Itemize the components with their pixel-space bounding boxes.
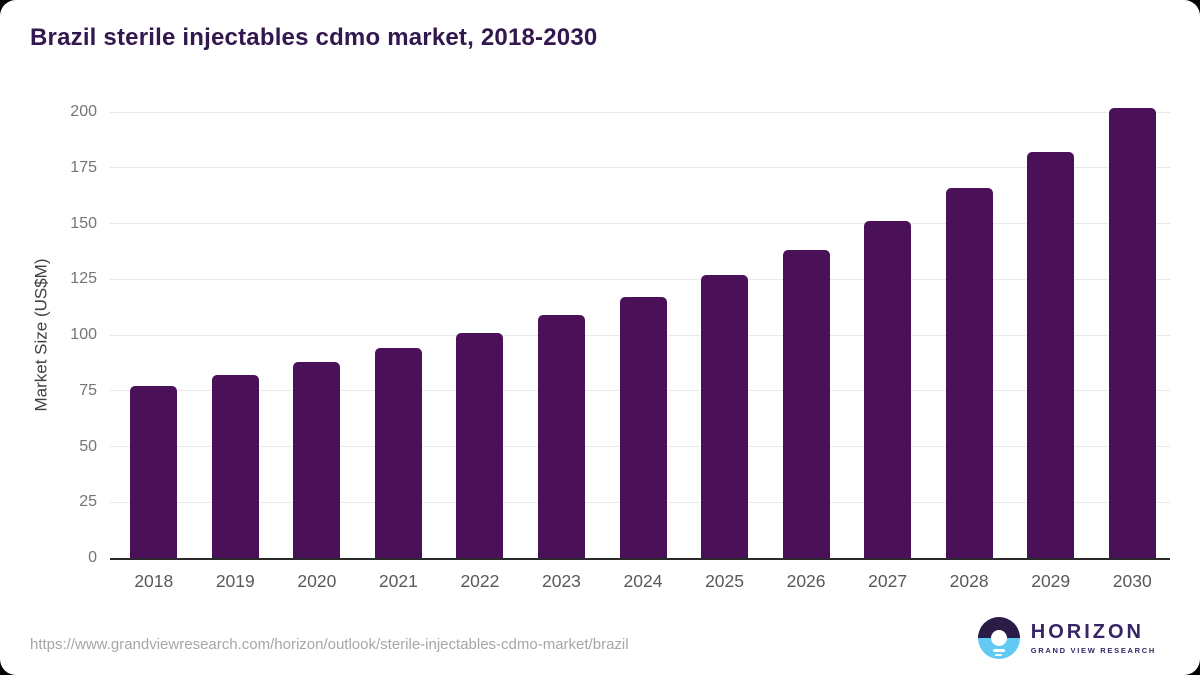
gridline xyxy=(110,111,1170,113)
gridline xyxy=(110,278,1170,280)
bar-2023 xyxy=(537,314,585,558)
horizon-logo: HORIZON GRAND VIEW RESEARCH xyxy=(977,617,1156,659)
bar-2020 xyxy=(293,361,341,558)
x-tick-label: 2018 xyxy=(134,571,174,591)
bar-2018 xyxy=(130,386,178,558)
y-tick-label: 75 xyxy=(79,381,97,399)
sun-reflection-line xyxy=(995,653,1003,656)
sun-icon xyxy=(990,630,1007,646)
x-tick-label: 2026 xyxy=(786,571,826,591)
bar-2029 xyxy=(1027,152,1075,558)
x-tick-label: 2030 xyxy=(1112,571,1152,591)
y-tick-label: 125 xyxy=(70,270,97,288)
bar-2030 xyxy=(1108,107,1156,558)
gridline xyxy=(110,167,1170,169)
sun-over-horizon-icon xyxy=(977,617,1020,659)
x-tick-label: 2019 xyxy=(215,571,255,591)
bar-2021 xyxy=(374,348,422,558)
y-tick-label: 100 xyxy=(70,326,97,343)
bar-2026 xyxy=(782,250,830,558)
x-tick-label: 2022 xyxy=(460,571,500,591)
source-url: https://www.grandviewresearch.com/horizo… xyxy=(30,636,629,653)
bar-2024 xyxy=(619,297,667,558)
x-tick-label: 2027 xyxy=(868,571,908,591)
x-tick-label: 2028 xyxy=(949,571,989,591)
page-title: Brazil sterile injectables cdmo market, … xyxy=(30,24,598,51)
y-tick-label: 50 xyxy=(79,437,97,455)
gridline xyxy=(110,223,1170,224)
x-tick-label: 2023 xyxy=(541,571,581,591)
x-tick-label: 2024 xyxy=(623,571,663,591)
logo-text: HORIZON GRAND VIEW RESEARCH xyxy=(1031,622,1156,655)
x-tick-label: 2025 xyxy=(705,571,744,591)
bar-2022 xyxy=(456,332,504,558)
y-tick-label: 0 xyxy=(88,549,97,566)
bar-2019 xyxy=(211,375,259,558)
plot-area: 0 25 50 75 100 125 150 175 200 2018 2019 2020 2021 20… xyxy=(70,104,1170,591)
y-tick-label: 200 xyxy=(70,103,97,120)
logo-wordmark: HORIZON xyxy=(1030,620,1144,643)
bar-2025 xyxy=(701,274,749,558)
sun-reflection-line xyxy=(992,649,1005,652)
y-tick-label: 25 xyxy=(79,493,97,511)
y-axis-label-container: Market Size (US$M) xyxy=(30,112,54,558)
y-tick-label: 150 xyxy=(70,214,97,232)
y-axis-label: Market Size (US$M) xyxy=(32,258,51,412)
x-tick-label: 2029 xyxy=(1031,571,1071,591)
x-tick-label: 2020 xyxy=(297,571,337,591)
x-tick-label: 2021 xyxy=(378,571,418,591)
bar-2028 xyxy=(945,187,993,558)
logo-subtitle: GRAND VIEW RESEARCH xyxy=(1030,645,1156,655)
bar-2027 xyxy=(864,221,912,558)
y-tick-label: 175 xyxy=(70,158,97,176)
